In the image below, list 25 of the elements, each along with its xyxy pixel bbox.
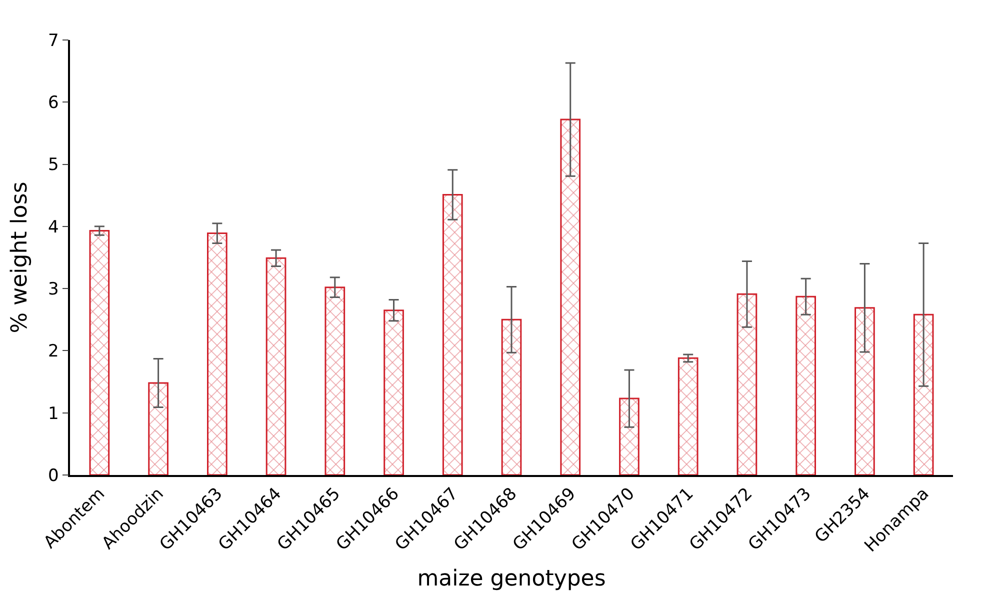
bar [678, 357, 698, 475]
bar [442, 194, 463, 475]
y-tick-label: 0 [48, 466, 59, 486]
y-tick-label: 1 [48, 404, 59, 424]
bar [89, 230, 110, 475]
y-tick-label: 2 [48, 342, 59, 362]
bar [207, 232, 228, 475]
y-tick-label: 4 [48, 217, 59, 238]
y-tick-label: 3 [48, 280, 59, 300]
y-tick-label: 7 [48, 30, 59, 51]
bar [266, 257, 286, 475]
y-axis-title: % weight loss [7, 182, 32, 334]
bar [324, 286, 346, 475]
bar [736, 293, 758, 475]
bar [560, 118, 581, 475]
bar [796, 296, 816, 475]
bar [148, 382, 168, 475]
bar [501, 318, 522, 475]
y-tick-label: 5 [48, 155, 59, 176]
bar [913, 314, 934, 475]
x-axis-title: maize genotypes [417, 566, 606, 592]
bar [854, 307, 875, 475]
bar [619, 398, 640, 475]
y-tick-label: 6 [48, 93, 59, 114]
bar [384, 310, 404, 475]
